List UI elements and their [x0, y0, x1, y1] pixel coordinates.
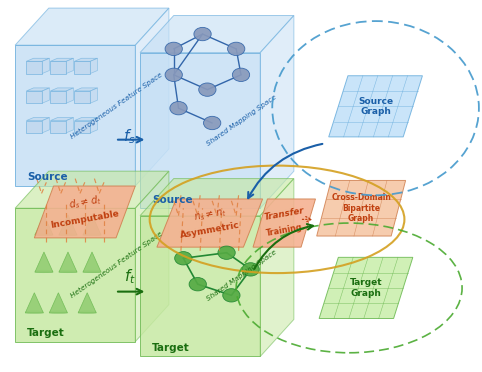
Polygon shape: [59, 215, 77, 235]
Polygon shape: [140, 179, 294, 216]
Polygon shape: [140, 52, 260, 208]
Text: Transfer: Transfer: [263, 206, 305, 222]
Text: $d_s\neq d_t$: $d_s\neq d_t$: [67, 193, 102, 212]
Circle shape: [189, 278, 206, 291]
Polygon shape: [51, 118, 73, 121]
Polygon shape: [35, 252, 53, 272]
Polygon shape: [27, 88, 49, 91]
Polygon shape: [317, 180, 406, 236]
Polygon shape: [15, 171, 169, 208]
Polygon shape: [67, 58, 73, 74]
Text: Source: Source: [152, 195, 193, 205]
Circle shape: [165, 42, 182, 55]
Polygon shape: [34, 186, 135, 238]
Text: Source: Source: [27, 173, 68, 182]
Polygon shape: [42, 118, 49, 133]
Polygon shape: [25, 293, 43, 313]
Polygon shape: [42, 58, 49, 74]
Polygon shape: [74, 91, 90, 103]
Ellipse shape: [59, 233, 77, 236]
Polygon shape: [51, 58, 73, 61]
Circle shape: [228, 42, 245, 55]
Polygon shape: [51, 88, 73, 91]
Text: Incomputable: Incomputable: [50, 209, 120, 230]
Polygon shape: [135, 171, 169, 341]
Text: Cross-Domain
Bipartite
Graph: Cross-Domain Bipartite Graph: [331, 193, 391, 223]
Polygon shape: [83, 215, 101, 235]
Polygon shape: [78, 293, 96, 313]
Polygon shape: [51, 91, 67, 103]
Circle shape: [170, 102, 187, 115]
Polygon shape: [253, 199, 316, 247]
Polygon shape: [83, 252, 101, 272]
Polygon shape: [90, 118, 97, 133]
Ellipse shape: [25, 311, 43, 314]
Text: $f_s$: $f_s$: [123, 128, 136, 146]
Polygon shape: [27, 118, 49, 121]
Polygon shape: [27, 58, 49, 61]
Polygon shape: [74, 88, 97, 91]
Circle shape: [199, 83, 216, 96]
Text: $f_t$: $f_t$: [123, 267, 135, 286]
Polygon shape: [157, 199, 263, 247]
Circle shape: [232, 68, 250, 81]
Polygon shape: [49, 293, 67, 313]
Polygon shape: [27, 91, 42, 103]
Text: Target
Graph: Target Graph: [349, 278, 382, 298]
Circle shape: [174, 251, 192, 265]
Polygon shape: [260, 179, 294, 356]
Polygon shape: [90, 58, 97, 74]
Circle shape: [194, 28, 211, 41]
Polygon shape: [15, 208, 135, 341]
Polygon shape: [140, 16, 294, 52]
Text: Target: Target: [152, 343, 190, 353]
Ellipse shape: [35, 233, 53, 236]
Polygon shape: [15, 45, 135, 186]
Text: Target: Target: [27, 328, 65, 338]
Polygon shape: [74, 118, 97, 121]
Text: Shared Mapping Space: Shared Mapping Space: [206, 249, 278, 302]
Ellipse shape: [35, 270, 53, 273]
Polygon shape: [260, 16, 294, 208]
Polygon shape: [67, 88, 73, 103]
Text: $n_s\neq n_t$: $n_s\neq n_t$: [192, 205, 227, 224]
Circle shape: [242, 263, 259, 276]
Polygon shape: [74, 61, 90, 74]
Polygon shape: [35, 215, 53, 235]
Polygon shape: [59, 252, 77, 272]
Polygon shape: [15, 8, 169, 45]
Polygon shape: [27, 121, 42, 133]
Circle shape: [203, 116, 221, 130]
Polygon shape: [74, 121, 90, 133]
Text: Heterogeneous Feature Space: Heterogeneous Feature Space: [70, 230, 164, 299]
Text: Heterogeneous Feature Space: Heterogeneous Feature Space: [70, 71, 164, 140]
Polygon shape: [51, 61, 67, 74]
Text: Training: Training: [265, 223, 303, 238]
Polygon shape: [140, 216, 260, 356]
Text: Asymmetric: Asymmetric: [179, 221, 241, 240]
Polygon shape: [51, 121, 67, 133]
Circle shape: [165, 68, 182, 81]
Polygon shape: [27, 61, 42, 74]
Polygon shape: [42, 88, 49, 103]
Polygon shape: [67, 118, 73, 133]
Circle shape: [218, 246, 235, 259]
Ellipse shape: [78, 311, 96, 314]
Ellipse shape: [59, 270, 77, 273]
Polygon shape: [329, 76, 422, 137]
Polygon shape: [90, 88, 97, 103]
Polygon shape: [319, 257, 413, 318]
Ellipse shape: [83, 270, 101, 273]
Circle shape: [223, 289, 240, 302]
Ellipse shape: [49, 311, 67, 314]
Polygon shape: [74, 58, 97, 61]
Text: Source
Graph: Source Graph: [358, 97, 393, 116]
Polygon shape: [135, 8, 169, 186]
Text: Shared Mapping Space: Shared Mapping Space: [206, 94, 278, 147]
Ellipse shape: [83, 233, 101, 236]
